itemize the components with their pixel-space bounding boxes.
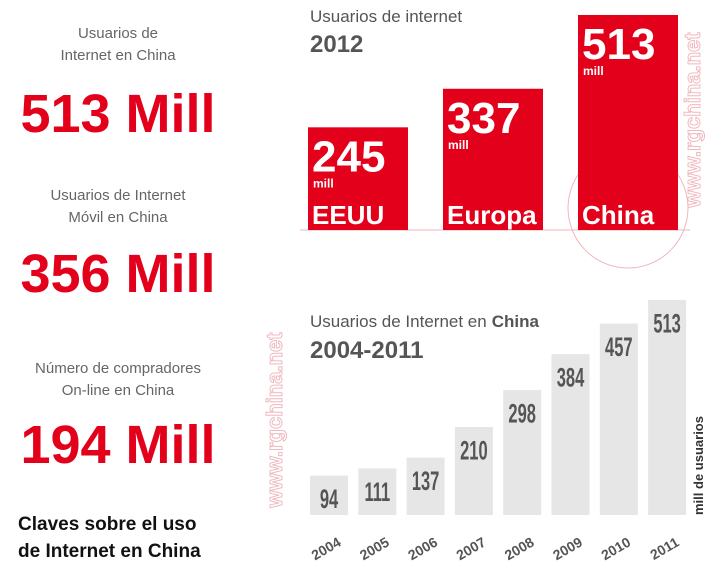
bar bbox=[443, 88, 543, 231]
bar bbox=[599, 323, 638, 515]
stat-label: Usuarios de bbox=[78, 25, 158, 42]
chart-title: Usuarios de Internet en China bbox=[310, 312, 539, 331]
value-label: 457 bbox=[605, 332, 633, 362]
value-label: 298 bbox=[508, 399, 536, 429]
footer-line: Claves sobre el uso bbox=[18, 514, 196, 535]
stat-label: Número de compradores bbox=[35, 360, 201, 377]
value-label: 137 bbox=[412, 466, 440, 496]
bar bbox=[308, 127, 408, 230]
stat-label: Usuarios de Internet bbox=[50, 187, 186, 204]
value-unit: mill bbox=[313, 176, 334, 190]
chart-title: Usuarios de internet bbox=[310, 7, 462, 26]
bar bbox=[454, 426, 493, 515]
category-label: China bbox=[582, 200, 655, 230]
stat-label: Internet en China bbox=[60, 47, 176, 64]
bar bbox=[551, 354, 590, 515]
stat-value: 513 Mill bbox=[20, 84, 215, 144]
value-label: 245 bbox=[312, 132, 385, 181]
value-unit: mill bbox=[583, 64, 604, 78]
title-bold: China bbox=[492, 312, 540, 331]
value-unit: mill bbox=[448, 138, 469, 152]
value-label: 384 bbox=[557, 362, 585, 392]
stat-value: 356 Mill bbox=[20, 244, 215, 304]
value-label: 210 bbox=[460, 435, 488, 465]
title-part: Usuarios de Internet en bbox=[310, 312, 487, 331]
bar bbox=[310, 475, 348, 515]
footer-line: de Internet en China bbox=[18, 541, 201, 562]
value-label: 111 bbox=[364, 477, 390, 507]
bar bbox=[578, 15, 678, 230]
chart-subtitle: 2012 bbox=[310, 31, 363, 58]
stat-label: On-line en China bbox=[62, 382, 175, 399]
watermark: www.rgchina.net bbox=[680, 32, 705, 209]
category-label: Europa bbox=[447, 200, 537, 230]
value-label: 513 bbox=[582, 20, 655, 69]
stat-label: Móvil en China bbox=[68, 209, 168, 226]
y-axis-label: mill de usuarios bbox=[691, 416, 706, 515]
stat-value: 194 Mill bbox=[20, 415, 215, 475]
value-label: 94 bbox=[320, 484, 339, 514]
value-label: 513 bbox=[653, 308, 681, 338]
bar bbox=[406, 457, 445, 515]
bar bbox=[648, 300, 687, 515]
watermark: www.rgchina.net bbox=[262, 332, 287, 509]
category-label: EEUU bbox=[312, 200, 384, 230]
value-label: 337 bbox=[447, 94, 520, 143]
chart-subtitle: 2004-2011 bbox=[310, 337, 423, 364]
bar bbox=[358, 468, 397, 515]
bar bbox=[503, 390, 542, 515]
